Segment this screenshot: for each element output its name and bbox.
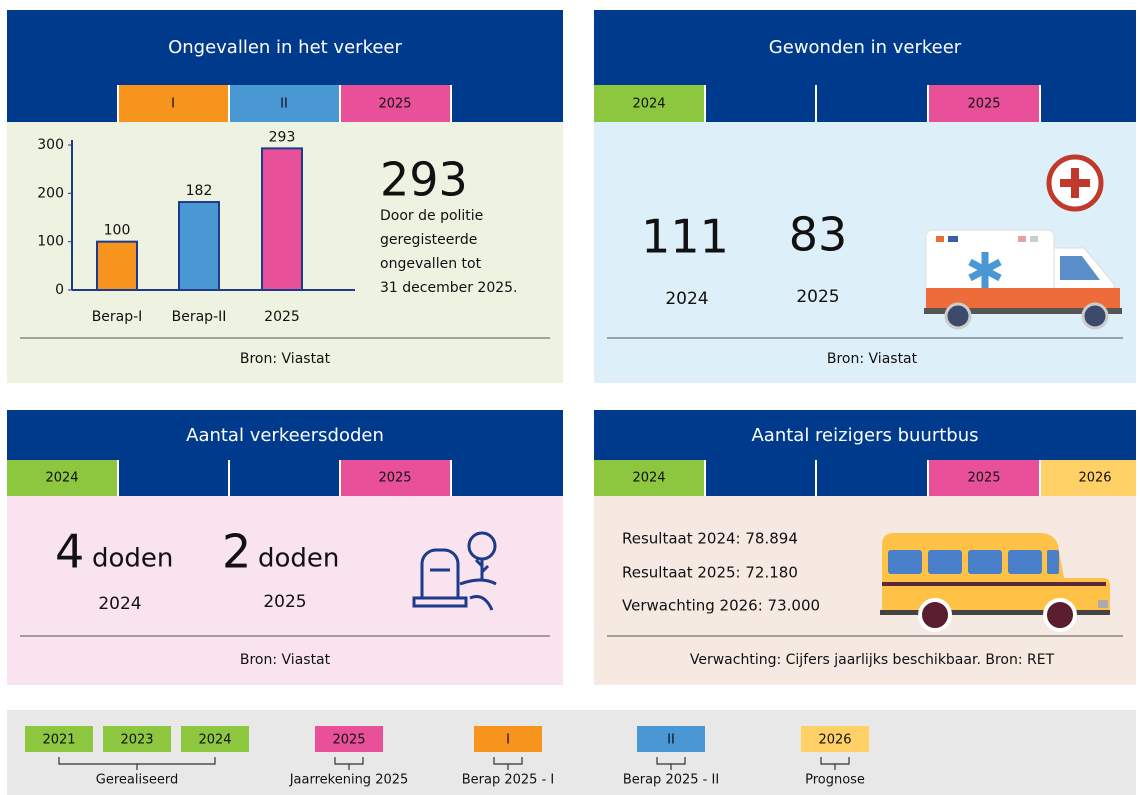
value-label: 182 (186, 183, 213, 199)
bar (96, 240, 138, 292)
result-line: Resultaat 2024: 78.894 (622, 530, 798, 548)
stat-year: 2024 (665, 289, 708, 309)
tab (1040, 460, 1136, 496)
tab-label: 2026 (1078, 471, 1111, 486)
tab-label: 2025 (378, 97, 411, 112)
panel-title: Ongevallen in het verkeer (168, 37, 402, 58)
result-line: Resultaat 2025: 72.180 (622, 564, 798, 582)
stat-unit: doden (92, 544, 173, 574)
tab (928, 460, 1040, 496)
value-label: 293 (269, 129, 296, 145)
y-tick-label: 200 (37, 185, 64, 201)
stat-value: 83 (789, 208, 848, 262)
legend-item: 2026 (818, 733, 851, 748)
tab (340, 85, 451, 122)
tab (594, 85, 705, 122)
stat-year: 2025 (263, 592, 306, 612)
tab-label: 2025 (967, 97, 1000, 112)
tab-label: 2025 (967, 471, 1000, 486)
bus-icon (880, 533, 1110, 632)
bar (261, 147, 303, 291)
stat-value: 111 (641, 210, 729, 264)
panel: Ongevallen in het verkeer I II 2025 0 100… (7, 10, 563, 383)
stat-year: 2024 (98, 594, 141, 614)
legend-label: Jaarrekening 2025 (289, 773, 409, 788)
source: Bron: Viastat (827, 351, 918, 367)
y-tick-label: 0 (55, 282, 64, 298)
big-number: 293 (380, 153, 468, 207)
bar (178, 201, 220, 292)
x-tick-label: 2025 (264, 309, 300, 325)
stat-year: 2025 (796, 287, 839, 307)
description-line: Door de politie (380, 208, 483, 224)
legend: 2021 2023 2024 2025 I II 2026 Gerealisee… (7, 710, 1136, 795)
value-label: 100 (104, 223, 131, 239)
legend-label: Berap 2025 - II (623, 773, 719, 788)
tab-label: 2024 (45, 471, 78, 486)
description-line: geregisteerde (380, 232, 477, 248)
grave-icon (412, 531, 497, 611)
panel: Aantal reizigers buurtbus 2024 2025 2026… (594, 410, 1136, 685)
stat-unit: doden (258, 544, 339, 574)
bar-chart: 0 100 200 300 Berap-I 100 Berap-II 182 2025 293 (37, 129, 355, 325)
legend-item: 2023 (120, 733, 153, 748)
panel: Aantal verkeersdoden 2024 2025 4 doden 2… (7, 410, 563, 685)
legend-item: I (506, 733, 510, 748)
legend-label: Berap 2025 - I (462, 773, 555, 788)
stat-value: 2 (222, 525, 251, 579)
tab-label: I (171, 97, 175, 112)
source: Verwachting: Cijfers jaarlijks beschikba… (690, 652, 1055, 668)
legend-item: 2021 (42, 733, 75, 748)
x-tick-label: Berap-I (92, 309, 143, 325)
panel-title: Aantal verkeersdoden (186, 425, 384, 446)
legend-bg (7, 710, 1136, 795)
tab-label: 2024 (632, 97, 665, 112)
panel-title: Aantal reizigers buurtbus (751, 425, 978, 446)
legend-label: Prognose (805, 773, 865, 788)
result-line: Verwachting 2026: 73.000 (622, 597, 820, 615)
tab-label: 2024 (632, 471, 665, 486)
y-tick-label: 100 (37, 234, 64, 250)
legend-label: Gerealiseerd (96, 773, 178, 788)
tab (7, 460, 118, 496)
tab (928, 85, 1040, 122)
tab-label: 2025 (378, 471, 411, 486)
legend-item: 2024 (198, 733, 231, 748)
tab (594, 460, 705, 496)
tab (229, 85, 340, 122)
ambulance-icon (924, 154, 1122, 330)
y-tick-label: 300 (37, 137, 64, 153)
panel: Gewonden in verkeer 2024 2025 111 2024 8… (594, 10, 1136, 383)
legend-item: 2025 (332, 733, 365, 748)
tab (118, 85, 229, 122)
stat-value: 4 (55, 525, 84, 579)
panel-title: Gewonden in verkeer (769, 37, 962, 58)
tab (340, 460, 451, 496)
source: Bron: Viastat (240, 652, 331, 668)
description-line: 31 december 2025. (380, 280, 518, 296)
tab-label: II (280, 97, 288, 112)
legend-item: II (667, 733, 675, 748)
description-line: ongevallen tot (380, 256, 482, 272)
source: Bron: Viastat (240, 351, 331, 367)
x-tick-label: Berap-II (172, 309, 227, 325)
